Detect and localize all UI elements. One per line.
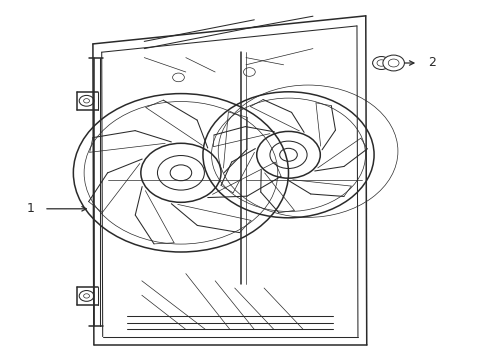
Circle shape [382,55,404,71]
Text: 1: 1 [27,202,35,215]
Text: 2: 2 [427,57,435,69]
Circle shape [372,57,389,69]
